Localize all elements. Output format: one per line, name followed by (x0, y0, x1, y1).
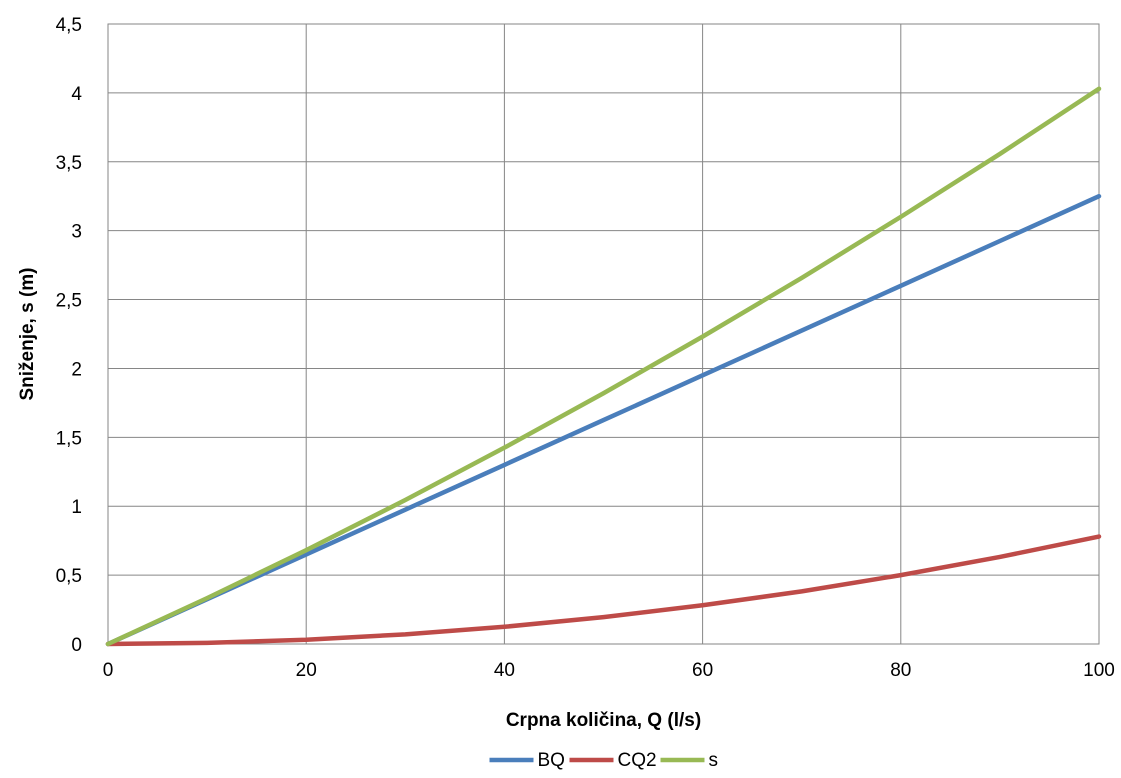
y-tick-label: 1 (71, 497, 82, 518)
y-tick-label: 4 (71, 84, 82, 105)
y-tick-label: 3,5 (56, 153, 82, 174)
y-tick-label: 2 (71, 359, 82, 380)
y-tick-label: 0,5 (56, 566, 82, 587)
x-tick-label: 40 (494, 660, 515, 681)
series-line-s (105, 86, 1102, 647)
grid (107, 23, 1100, 645)
legend-label-s: s (709, 750, 719, 771)
x-axis-tick-labels: 0 20 40 60 80 100 (103, 660, 1115, 681)
y-tick-label: 1,5 (56, 428, 82, 449)
x-tick-label: 100 (1083, 660, 1115, 681)
x-tick-label: 60 (692, 660, 713, 681)
legend-label-cq2: CQ2 (618, 750, 657, 771)
y-tick-label: 0 (71, 635, 82, 656)
plot-area-frame (107, 23, 1100, 645)
series-line-bq (105, 193, 1102, 647)
series-line-cq2 (105, 534, 1102, 647)
y-tick-label: 3 (71, 222, 82, 243)
x-tick-label: 0 (103, 660, 114, 681)
y-axis-title: Sniženje, s (m) (17, 267, 38, 400)
legend-label-bq: BQ (538, 750, 565, 771)
x-tick-label: 80 (890, 660, 911, 681)
series-lines (105, 86, 1102, 647)
legend: BQ CQ2 s (489, 750, 719, 771)
y-tick-label: 2,5 (56, 291, 82, 312)
y-axis-tick-labels: 0 0,5 1 1,5 2 2,5 3 3,5 4 4,5 (56, 15, 83, 656)
x-tick-label: 20 (296, 660, 317, 681)
x-axis-title: Crpna količina, Q (l/s) (506, 710, 701, 731)
y-tick-label: 4,5 (56, 15, 82, 36)
